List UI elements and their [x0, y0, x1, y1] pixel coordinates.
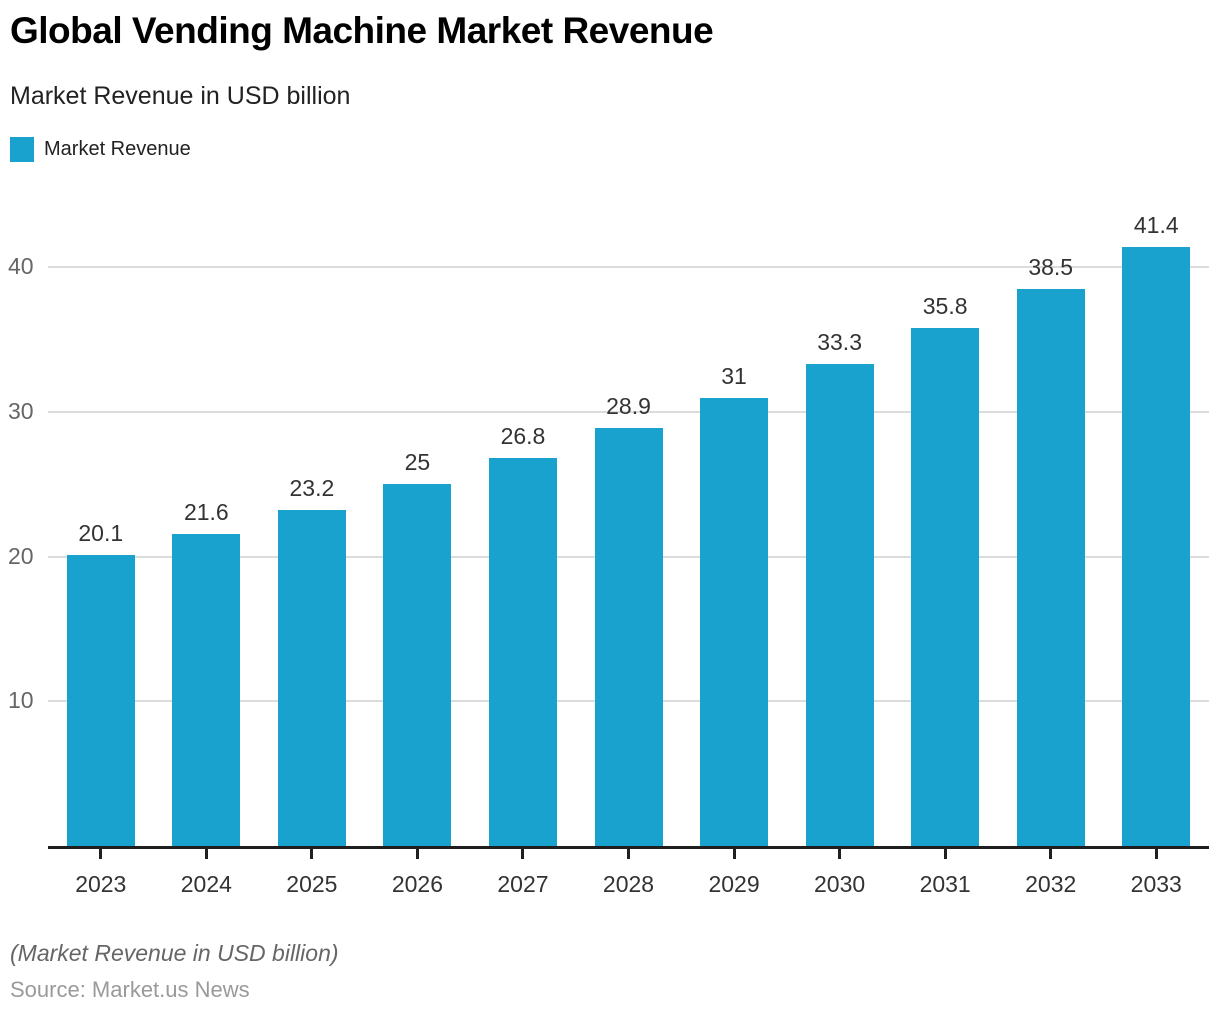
x-tick-label-2024: 2024	[180, 871, 232, 897]
bar-2028[interactable]	[594, 427, 663, 846]
bar-group-2028: 28.9	[576, 200, 682, 846]
x-tick-label-2025: 2025	[286, 871, 338, 897]
x-tick-2033	[1154, 849, 1158, 859]
x-axis-cell-2027: 2027	[470, 849, 576, 897]
x-axis-cell-2030: 2030	[787, 849, 893, 897]
x-tick-label-2027: 2027	[497, 871, 549, 897]
y-tick-label-20: 20	[8, 542, 34, 569]
y-tick-label-30: 30	[8, 397, 34, 424]
bars-container: 20.1 21.6 23.2 25 26.8 28.9 31 33.3 35.8 38.5 41.4	[48, 200, 1209, 846]
x-tick-label-2023: 2023	[75, 871, 127, 897]
x-tick-label-2030: 2030	[814, 871, 866, 897]
x-tick-2027	[521, 849, 525, 859]
bar-value-label-2028: 28.9	[606, 392, 651, 419]
bar-chart-plot-area: 10 20 30 40 20.1 21.6 23.2 25 26.8 28.9 31 33.3 35.…	[8, 200, 1209, 849]
x-tick-2026	[415, 849, 419, 859]
bar-group-2029: 31	[681, 200, 787, 846]
bar-group-2024: 21.6	[154, 200, 260, 846]
y-tick-label-40: 40	[8, 253, 34, 280]
bar-value-label-2032: 38.5	[1028, 253, 1074, 280]
bar-value-label-2030: 33.3	[817, 329, 862, 356]
x-tick-2024	[204, 849, 208, 859]
axis-note: (Market Revenue in USD billion)	[10, 940, 339, 966]
x-tick-2023	[99, 849, 103, 859]
bar-2027[interactable]	[488, 458, 557, 846]
bar-value-label-2027: 26.8	[500, 423, 546, 450]
x-axis-cell-2028: 2028	[576, 849, 682, 897]
bar-2031[interactable]	[911, 328, 980, 846]
x-tick-2029	[732, 849, 736, 859]
legend-swatch	[10, 137, 34, 162]
x-axis-cell-2023: 2023	[48, 849, 154, 897]
bar-group-2031: 35.8	[892, 200, 998, 846]
x-axis-cell-2029: 2029	[681, 849, 787, 897]
bar-group-2026: 25	[365, 200, 471, 846]
x-tick-label-2029: 2029	[708, 871, 760, 897]
chart-subtitle: Market Revenue in USD billion	[10, 82, 351, 110]
x-tick-2028	[627, 849, 630, 859]
x-tick-2030	[838, 849, 842, 859]
bar-group-2023: 20.1	[48, 200, 154, 846]
bar-group-2033: 41.4	[1103, 200, 1209, 846]
x-axis: 2023 2024 2025 2026 2027 2028 2029 2030 2031 2032…	[48, 849, 1209, 897]
y-tick-label-10: 10	[8, 687, 34, 714]
x-axis-cell-2026: 2026	[365, 849, 471, 897]
source-credit: Source: Market.us News	[10, 977, 250, 1002]
bar-value-label-2023: 20.1	[78, 520, 124, 547]
x-tick-2025	[310, 849, 314, 859]
bar-value-label-2033: 41.4	[1133, 212, 1179, 239]
x-tick-label-2031: 2031	[919, 871, 971, 897]
x-tick-label-2033: 2033	[1130, 871, 1182, 897]
x-axis-cell-2024: 2024	[154, 849, 260, 897]
bar-group-2032: 38.5	[998, 200, 1104, 846]
bar-group-2027: 26.8	[470, 200, 576, 846]
bar-value-label-2031: 35.8	[922, 293, 968, 320]
x-tick-label-2032: 2032	[1025, 871, 1077, 897]
x-tick-label-2028: 2028	[602, 871, 655, 897]
bar-2033[interactable]	[1122, 247, 1191, 846]
chart-title: Global Vending Machine Market Revenue	[10, 10, 714, 51]
bar-2029[interactable]	[700, 397, 769, 846]
bar-group-2030: 33.3	[787, 200, 893, 846]
gridline-40	[48, 266, 1209, 269]
bar-value-label-2026: 25	[404, 449, 431, 476]
bar-2023[interactable]	[66, 555, 135, 846]
bar-2025[interactable]	[277, 510, 346, 846]
bar-2024[interactable]	[172, 533, 241, 846]
bar-value-label-2029: 31	[721, 362, 747, 389]
legend-label: Market Revenue	[44, 138, 191, 160]
x-tick-2031	[943, 849, 947, 859]
gridline-30	[48, 410, 1209, 413]
bar-value-label-2024: 21.6	[183, 498, 229, 525]
x-tick-label-2026: 2026	[391, 871, 443, 897]
x-axis-cell-2033: 2033	[1103, 849, 1209, 897]
x-axis-cell-2031: 2031	[892, 849, 998, 897]
legend-item-market-revenue[interactable]: Market Revenue	[10, 137, 191, 162]
bar-group-2025: 23.2	[259, 200, 365, 846]
x-tick-2032	[1049, 849, 1053, 859]
bar-2030[interactable]	[805, 364, 874, 846]
bar-value-label-2025: 23.2	[289, 475, 335, 502]
x-axis-cell-2032: 2032	[998, 849, 1104, 897]
bar-2032[interactable]	[1016, 288, 1085, 846]
bar-2026[interactable]	[383, 484, 452, 846]
x-axis-cell-2025: 2025	[259, 849, 365, 897]
